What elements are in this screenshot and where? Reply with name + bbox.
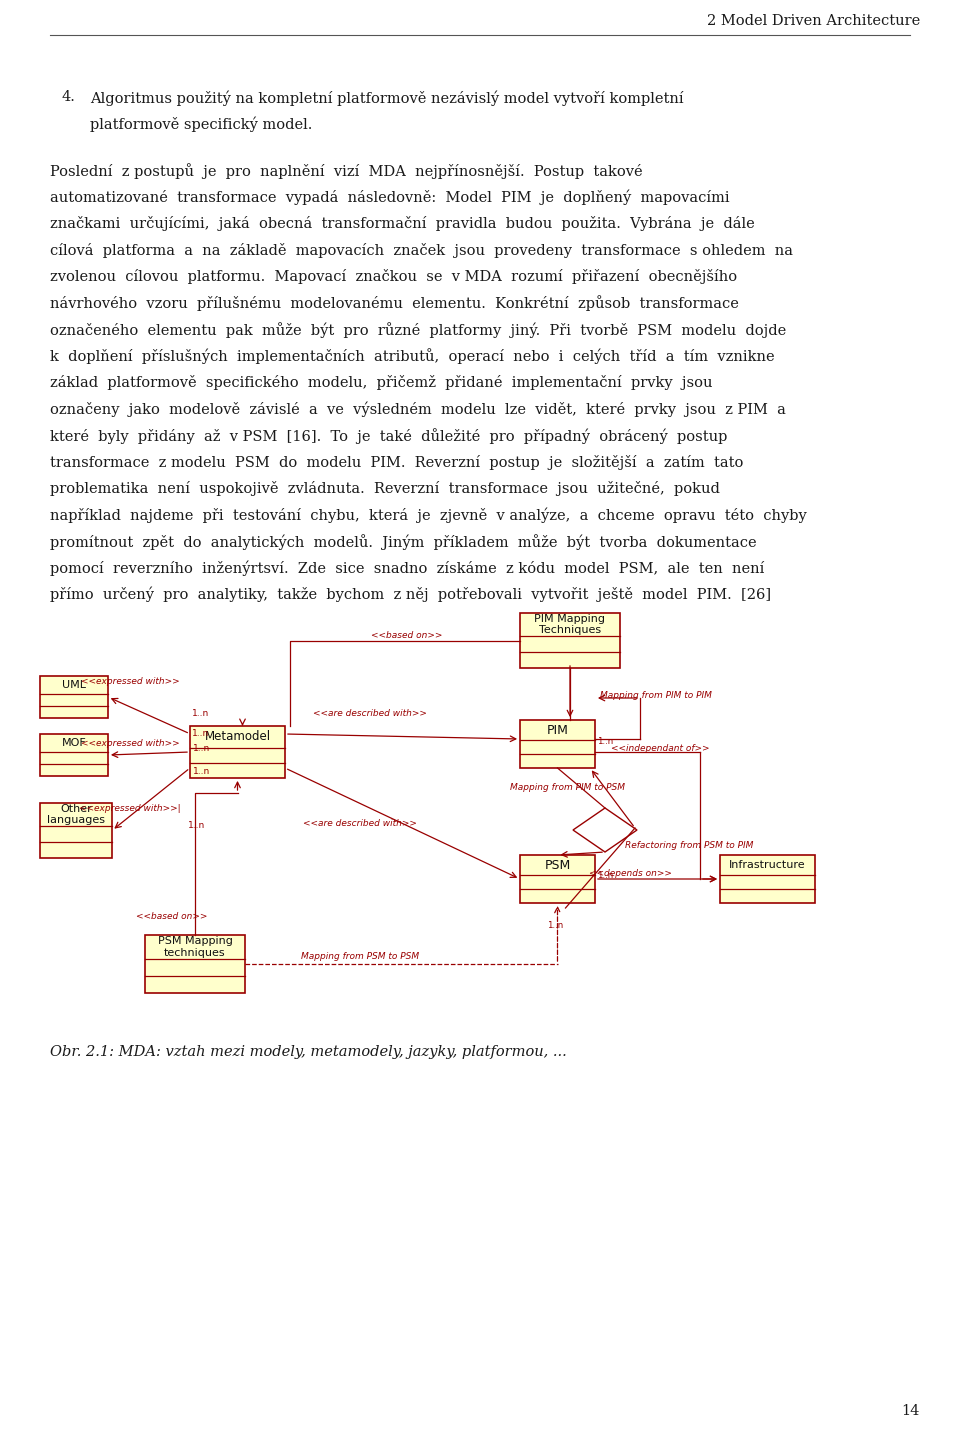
- Text: 1..n: 1..n: [597, 737, 613, 746]
- Text: cílová  platforma  a  na  základě  mapovacích  značek  jsou  provedeny  transfor: cílová platforma a na základě mapovacích…: [50, 242, 793, 258]
- Text: 1..n: 1..n: [193, 767, 210, 776]
- Bar: [520, 854, 595, 904]
- Text: značkami  určujícími,  jaká  obecná  transformační  pravidla  budou  použita.  V: značkami určujícími, jaká obecná transfo…: [50, 216, 755, 232]
- Text: označeny  jako  modelově  závislé  a  ve  výsledném  modelu  lze  vidět,  které : označeny jako modelově závislé a ve výsl…: [50, 401, 786, 417]
- Text: Infrastructure: Infrastructure: [730, 860, 805, 870]
- Text: Obr. 2.1: MDA: vztah mezi modely, metamodely, jazyky, platformou, ...: Obr. 2.1: MDA: vztah mezi modely, metamo…: [50, 1045, 566, 1058]
- Text: automatizované  transformace  vypadá  následovně:  Model  PIM  je  doplňený  map: automatizované transformace vypadá násle…: [50, 190, 730, 206]
- Text: PSM Mapping
techniques: PSM Mapping techniques: [157, 937, 232, 959]
- Text: MOF: MOF: [61, 738, 86, 747]
- Text: označeného  elementu  pak  může  být  pro  různé  platformy  jiný.  Při  tvorbě : označeného elementu pak může být pro růz…: [50, 321, 786, 337]
- Bar: [190, 725, 285, 778]
- Text: <<based on>>: <<based on>>: [136, 912, 207, 921]
- Text: <<expressed with>>: <<expressed with>>: [81, 678, 180, 686]
- Text: k  doplňení  příslušných  implementačních  atributů,  operací  nebo  i  celých  : k doplňení příslušných implementačních a…: [50, 349, 775, 365]
- Bar: [720, 854, 815, 904]
- Text: platformově specifický model.: platformově specifický model.: [90, 117, 312, 133]
- Text: pomocí  reverzního  inženýrtsví.  Zde  sice  snadno  získáme  z kódu  model  PSM: pomocí reverzního inženýrtsví. Zde sice …: [50, 560, 764, 576]
- Bar: [520, 720, 595, 767]
- Text: <<depends on>>: <<depends on>>: [588, 869, 671, 877]
- Text: problematika  není  uspokojivě  zvládnuta.  Reverzní  transformace  jsou  užiteč: problematika není uspokojivě zvládnuta. …: [50, 481, 720, 497]
- Text: Other
languages: Other languages: [47, 804, 105, 825]
- Text: <<based on>>: <<based on>>: [372, 631, 443, 640]
- Text: například  najdeme  při  testování  chybu,  která  je  zjevně  v analýze,  a  ch: například najdeme při testování chybu, k…: [50, 507, 806, 523]
- Text: návrhového  vzoru  přílušnému  modelovanému  elementu.  Konkrétní  způsob  trans: návrhového vzoru přílušnému modelovanému…: [50, 295, 739, 311]
- Text: 2 Model Driven Architecture: 2 Model Driven Architecture: [707, 14, 920, 28]
- Bar: [145, 935, 245, 993]
- Text: transformace  z modelu  PSM  do  modelu  PIM.  Reverzní  postup  je  složitější : transformace z modelu PSM do modelu PIM.…: [50, 455, 743, 469]
- Text: které  byly  přidány  až  v PSM  [16].  To  je  také  důležité  pro  případný  o: které byly přidány až v PSM [16]. To je …: [50, 429, 728, 445]
- Bar: [40, 676, 108, 718]
- Text: Mapping from PIM to PSM: Mapping from PIM to PSM: [510, 783, 625, 792]
- Text: přímo  určený  pro  analytiky,  takže  bychom  z něj  potřebovali  vytvořit  ješ: přímo určený pro analytiky, takže bychom…: [50, 586, 771, 602]
- Text: <<expressed with>>: <<expressed with>>: [81, 738, 180, 749]
- Text: <<are described with>>: <<are described with>>: [303, 820, 417, 828]
- Text: <<independant of>>: <<independant of>>: [611, 744, 709, 753]
- Text: 1..n: 1..n: [193, 744, 210, 753]
- Text: 14: 14: [901, 1405, 920, 1418]
- Text: Mapping from PSM to PSM: Mapping from PSM to PSM: [300, 951, 420, 961]
- Text: Refactoring from PSM to PIM: Refactoring from PSM to PIM: [625, 841, 754, 850]
- Text: Algoritmus použitý na kompletní platformově nezávislý model vytvoří kompletní: Algoritmus použitý na kompletní platform…: [90, 90, 684, 106]
- Text: PSM: PSM: [544, 859, 570, 872]
- Text: PIM: PIM: [546, 724, 568, 737]
- Text: základ  platformově  specifického  modelu,  přičemž  přidané  implementační  prv: základ platformově specifického modelu, …: [50, 375, 712, 390]
- Text: UML: UML: [62, 679, 86, 689]
- Text: promítnout  zpět  do  analytických  modelů.  Jiným  příkladem  může  být  tvorba: promítnout zpět do analytických modelů. …: [50, 534, 756, 550]
- Text: <<are described with>>: <<are described with>>: [313, 710, 427, 718]
- Text: <<expressed with>>|: <<expressed with>>|: [79, 804, 180, 812]
- Text: 4.: 4.: [62, 90, 76, 104]
- Text: Poslední  z postupů  je  pro  naplnění  vizí  MDA  nejpřínosnější.  Postup  tako: Poslední z postupů je pro naplnění vizí …: [50, 164, 642, 180]
- Text: zvolenou  cílovou  platformu.  Mapovací  značkou  se  v MDA  rozumí  přiřazení  : zvolenou cílovou platformu. Mapovací zna…: [50, 269, 737, 284]
- Text: 1..n: 1..n: [597, 872, 613, 880]
- Text: 1..n: 1..n: [547, 921, 564, 930]
- Text: 1..n: 1..n: [188, 821, 205, 830]
- Polygon shape: [573, 808, 637, 851]
- Bar: [520, 613, 620, 668]
- Text: 1..n: 1..n: [192, 728, 209, 738]
- Bar: [40, 734, 108, 776]
- Text: Metamodel: Metamodel: [204, 730, 271, 743]
- Text: Mapping from PIM to PIM: Mapping from PIM to PIM: [600, 691, 712, 699]
- Text: PIM Mapping
Techniques: PIM Mapping Techniques: [535, 614, 606, 636]
- Text: 1..n: 1..n: [192, 710, 209, 718]
- Bar: [40, 804, 112, 859]
